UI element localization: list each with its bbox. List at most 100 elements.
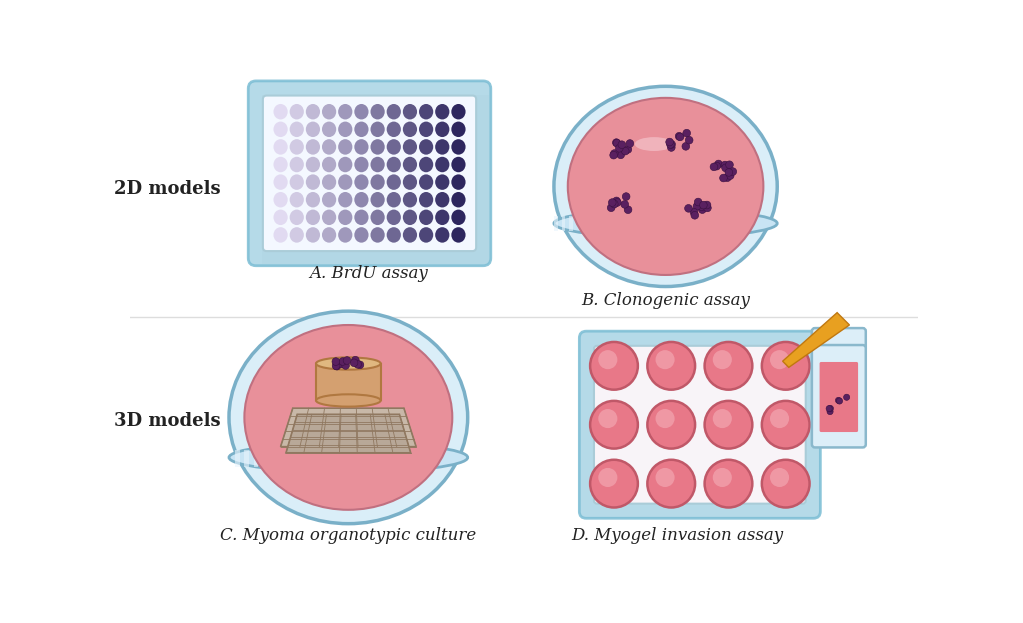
Circle shape	[770, 468, 789, 487]
Ellipse shape	[290, 227, 304, 243]
Ellipse shape	[451, 192, 465, 207]
Polygon shape	[783, 313, 849, 368]
Circle shape	[721, 161, 728, 169]
Circle shape	[339, 358, 347, 365]
Ellipse shape	[290, 192, 304, 207]
Ellipse shape	[290, 209, 304, 225]
Ellipse shape	[339, 139, 352, 155]
Ellipse shape	[273, 157, 287, 173]
Ellipse shape	[290, 157, 304, 173]
Circle shape	[827, 409, 833, 415]
Ellipse shape	[387, 157, 401, 173]
Circle shape	[770, 409, 789, 428]
Circle shape	[713, 350, 731, 369]
Ellipse shape	[435, 227, 449, 243]
FancyBboxPatch shape	[819, 362, 858, 432]
Circle shape	[618, 141, 626, 148]
Ellipse shape	[419, 174, 433, 190]
Polygon shape	[286, 414, 410, 453]
Ellipse shape	[419, 192, 433, 207]
Ellipse shape	[244, 325, 452, 510]
FancyBboxPatch shape	[579, 331, 820, 518]
Ellipse shape	[273, 104, 287, 120]
Circle shape	[704, 204, 711, 212]
Ellipse shape	[306, 209, 320, 225]
Circle shape	[827, 406, 833, 412]
Ellipse shape	[370, 121, 385, 137]
Ellipse shape	[290, 104, 304, 120]
Circle shape	[725, 161, 733, 169]
Circle shape	[684, 204, 693, 212]
Ellipse shape	[354, 157, 368, 173]
Text: C. Myoma organotypic culture: C. Myoma organotypic culture	[220, 526, 477, 544]
Circle shape	[667, 144, 675, 151]
Ellipse shape	[370, 192, 385, 207]
Ellipse shape	[419, 157, 433, 173]
Circle shape	[713, 468, 731, 487]
Ellipse shape	[370, 209, 385, 225]
Bar	[553, 216, 558, 231]
Ellipse shape	[419, 104, 433, 120]
Ellipse shape	[387, 192, 401, 207]
Ellipse shape	[306, 104, 320, 120]
Ellipse shape	[553, 209, 777, 237]
Circle shape	[354, 361, 361, 368]
Circle shape	[624, 206, 632, 214]
Ellipse shape	[273, 209, 287, 225]
Text: 3D models: 3D models	[115, 412, 221, 430]
Circle shape	[626, 140, 633, 147]
Circle shape	[648, 342, 695, 390]
Ellipse shape	[403, 209, 417, 225]
Ellipse shape	[339, 227, 352, 243]
Ellipse shape	[339, 174, 352, 190]
Circle shape	[352, 356, 359, 364]
Ellipse shape	[451, 174, 465, 190]
Circle shape	[725, 169, 732, 176]
Circle shape	[719, 174, 727, 182]
Ellipse shape	[435, 192, 449, 207]
Ellipse shape	[322, 121, 337, 137]
FancyBboxPatch shape	[812, 328, 865, 351]
Circle shape	[338, 360, 345, 368]
Polygon shape	[262, 95, 489, 264]
Ellipse shape	[306, 174, 320, 190]
Circle shape	[616, 145, 623, 152]
Circle shape	[648, 460, 695, 508]
Circle shape	[613, 139, 621, 147]
Ellipse shape	[419, 209, 433, 225]
Circle shape	[675, 133, 683, 140]
Circle shape	[729, 168, 737, 176]
Circle shape	[611, 150, 618, 158]
Circle shape	[705, 342, 752, 390]
Ellipse shape	[306, 139, 320, 155]
Ellipse shape	[339, 192, 352, 207]
Circle shape	[667, 141, 674, 148]
FancyBboxPatch shape	[263, 95, 476, 251]
Ellipse shape	[273, 139, 287, 155]
Circle shape	[762, 342, 809, 390]
Ellipse shape	[403, 121, 417, 137]
Circle shape	[609, 199, 616, 206]
Ellipse shape	[403, 174, 417, 190]
Circle shape	[621, 147, 629, 155]
Circle shape	[685, 136, 693, 144]
Ellipse shape	[387, 209, 401, 225]
Ellipse shape	[306, 192, 320, 207]
Circle shape	[715, 160, 722, 168]
Ellipse shape	[451, 227, 465, 243]
Ellipse shape	[354, 104, 368, 120]
Ellipse shape	[451, 157, 465, 173]
Circle shape	[624, 146, 632, 153]
Ellipse shape	[322, 157, 337, 173]
Circle shape	[721, 164, 729, 172]
Circle shape	[350, 359, 358, 367]
Ellipse shape	[370, 104, 385, 120]
Circle shape	[611, 199, 618, 207]
Circle shape	[608, 204, 615, 212]
Ellipse shape	[419, 121, 433, 137]
Ellipse shape	[451, 139, 465, 155]
Circle shape	[723, 174, 731, 181]
Circle shape	[699, 206, 706, 214]
Ellipse shape	[451, 104, 465, 120]
Circle shape	[695, 198, 702, 206]
